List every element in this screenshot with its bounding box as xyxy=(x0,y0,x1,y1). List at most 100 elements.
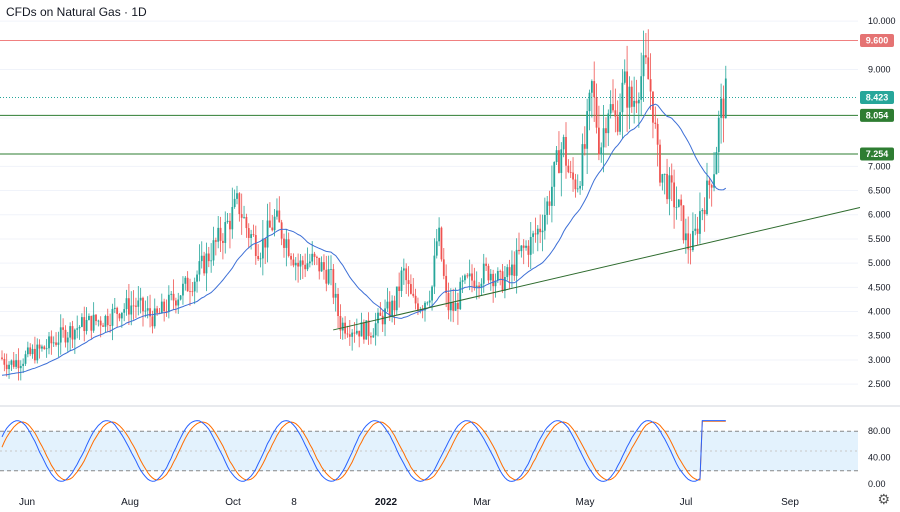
stoch-tick-label: 80.00 xyxy=(868,426,891,436)
candle-body xyxy=(165,311,168,313)
price-axis[interactable]: 10.0009.0008.0007.0006.5006.0005.5005.00… xyxy=(868,16,896,489)
candle-body xyxy=(506,267,509,278)
candle-body xyxy=(348,334,351,337)
candle-body xyxy=(71,326,74,340)
candle-body xyxy=(593,81,596,98)
candle-body xyxy=(532,233,534,237)
candle-body xyxy=(600,147,603,155)
candle-body xyxy=(565,137,567,166)
ma-line xyxy=(1,103,727,376)
candle-body xyxy=(381,315,384,325)
time-tick-label: Sep xyxy=(781,497,799,508)
last-price-badge-label: 8.423 xyxy=(866,92,889,102)
candle-body xyxy=(205,253,208,274)
candle-body xyxy=(616,116,619,132)
candle-body xyxy=(694,228,697,231)
candle-body xyxy=(196,274,198,282)
candle-body xyxy=(3,358,6,365)
candle-body xyxy=(384,308,386,325)
grid-layer xyxy=(0,20,900,407)
candle-body xyxy=(233,198,236,208)
candle-body xyxy=(344,322,346,334)
candle-body xyxy=(468,273,471,277)
candlestick-series xyxy=(1,29,727,381)
candle-body xyxy=(90,315,93,331)
price-tick-label: 5.500 xyxy=(868,234,891,244)
candle-body xyxy=(398,286,401,292)
candle-body xyxy=(482,263,485,284)
candle-body xyxy=(466,275,469,277)
candle-body xyxy=(485,263,487,266)
candle-body xyxy=(116,307,119,314)
candle-body xyxy=(15,360,17,367)
candle-body xyxy=(102,325,104,327)
candle-body xyxy=(177,299,180,306)
candle-body xyxy=(656,123,659,145)
candle-body xyxy=(104,315,107,327)
candle-body xyxy=(508,267,511,276)
candle-body xyxy=(414,295,417,304)
candle-body xyxy=(438,227,440,242)
candle-body xyxy=(649,79,652,92)
candle-body xyxy=(266,220,269,248)
candle-body xyxy=(489,273,492,281)
candle-body xyxy=(339,316,342,331)
candle-body xyxy=(701,209,704,212)
candle-body xyxy=(661,174,664,183)
time-tick-label: Aug xyxy=(121,497,139,508)
candle-body xyxy=(513,264,516,276)
trendline-segment xyxy=(333,206,861,331)
candle-body xyxy=(330,269,332,270)
stoch-d-line xyxy=(1,420,726,481)
candle-body xyxy=(677,199,680,207)
candle-body xyxy=(659,144,661,183)
candle-body xyxy=(388,301,391,317)
candle-body xyxy=(666,173,668,200)
candle-body xyxy=(62,327,64,330)
candle-body xyxy=(645,55,647,58)
candle-body xyxy=(602,128,605,148)
candle-body xyxy=(299,260,302,267)
candle-body xyxy=(250,234,252,238)
candle-body xyxy=(97,320,100,322)
candle-body xyxy=(224,222,227,243)
price-badges: 9.600 8.054 7.254 8.423 xyxy=(860,34,894,161)
candle-body xyxy=(323,262,325,270)
candle-body xyxy=(635,100,638,104)
time-axis[interactable]: Jun Aug Oct 8 2022 Mar May Jul Sep xyxy=(19,497,799,508)
time-tick-label: Jul xyxy=(680,497,693,508)
candle-body xyxy=(529,236,532,255)
candle-body xyxy=(240,214,243,218)
candle-body xyxy=(55,342,57,345)
candle-body xyxy=(518,249,520,252)
candle-body xyxy=(605,128,607,134)
candle-body xyxy=(280,222,283,239)
candle-body xyxy=(334,293,337,298)
candle-body xyxy=(12,360,15,367)
candle-body xyxy=(57,342,60,345)
candle-body xyxy=(475,285,478,288)
candle-body xyxy=(341,322,344,331)
candle-body xyxy=(337,293,339,317)
candle-body xyxy=(546,201,549,215)
candle-body xyxy=(586,111,589,149)
candle-body xyxy=(372,335,375,338)
candle-body xyxy=(682,205,685,241)
gear-icon[interactable]: ⚙ xyxy=(877,491,890,507)
candle-body xyxy=(264,238,267,248)
candle-body xyxy=(125,298,128,310)
candle-body xyxy=(43,346,46,350)
candle-body xyxy=(417,303,419,312)
candle-body xyxy=(142,297,144,312)
candle-body xyxy=(504,277,506,291)
candle-body xyxy=(120,312,123,319)
candle-body xyxy=(395,286,398,311)
level-badge-label: 9.600 xyxy=(866,36,889,46)
candle-body xyxy=(449,302,452,311)
candle-body xyxy=(454,302,457,311)
candle-body xyxy=(186,277,189,292)
price-tick-label: 10.000 xyxy=(868,16,896,26)
candle-body xyxy=(431,286,433,301)
candle-body xyxy=(111,308,114,326)
